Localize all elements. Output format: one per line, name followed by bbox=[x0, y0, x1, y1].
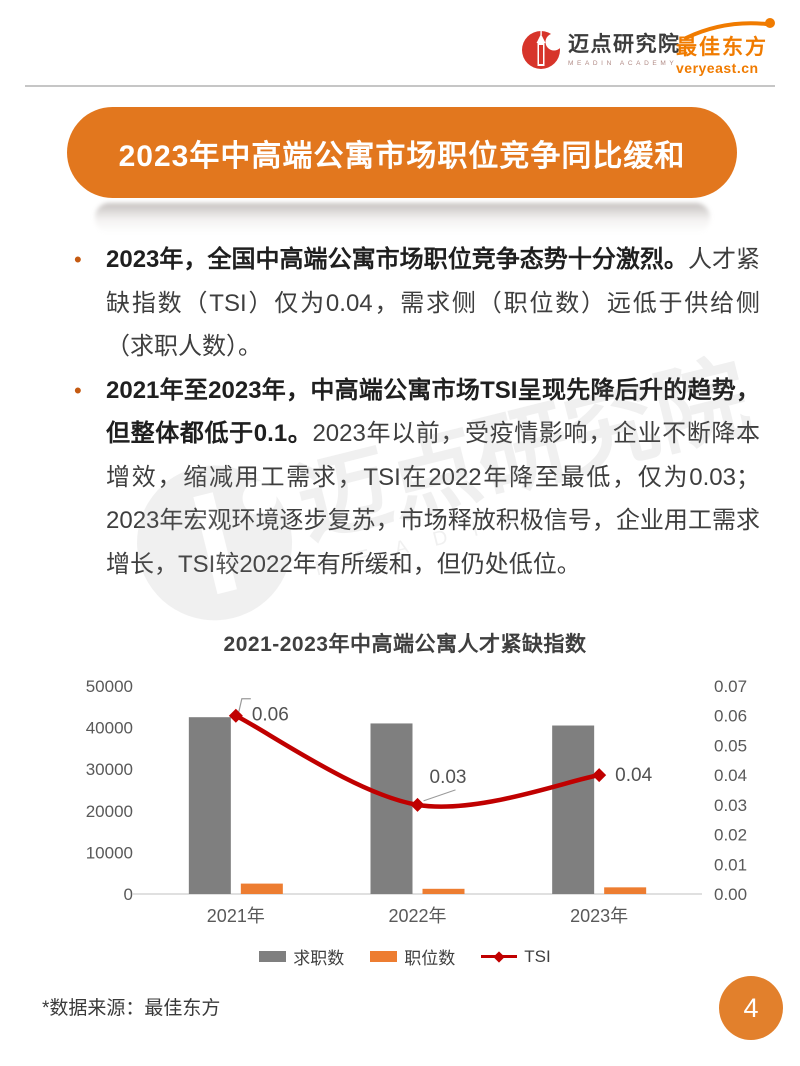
bar-求职数 bbox=[552, 725, 595, 894]
bullet-item: • 2023年，全国中高端公寓市场职位竞争态势十分激烈。人才紧缺指数（TSI）仅为… bbox=[70, 238, 760, 369]
left-axis-tick: 0 bbox=[124, 885, 133, 904]
header-divider bbox=[25, 85, 775, 87]
page-number: 4 bbox=[743, 992, 759, 1023]
bullet-list: • 2023年，全国中高端公寓市场职位竞争态势十分激烈。人才紧缺指数（TSI）仅为… bbox=[70, 238, 760, 586]
right-axis-tick: 0.07 bbox=[714, 677, 747, 696]
legend-item-jobseekers: 求职数 bbox=[259, 944, 344, 969]
right-axis-tick: 0.06 bbox=[714, 707, 747, 726]
right-axis-tick: 0.05 bbox=[714, 736, 747, 755]
tsi-data-label: 0.03 bbox=[430, 767, 467, 788]
bar-求职数 bbox=[370, 723, 413, 894]
right-axis-tick: 0.04 bbox=[714, 766, 747, 785]
left-axis-tick: 20000 bbox=[86, 802, 133, 821]
x-axis-label: 2022年 bbox=[388, 906, 446, 926]
legend-label: 职位数 bbox=[404, 949, 456, 968]
bar-职位数 bbox=[422, 888, 465, 894]
chart-legend: 求职数 职位数 TSI bbox=[50, 944, 760, 969]
positions-swatch-icon bbox=[370, 951, 398, 962]
tsi-chart: 2021-2023年中高端公寓人才紧缺指数 0 10000 20000 30000 40… bbox=[50, 628, 760, 969]
veryeast-logo: 最佳东方 veryeast.cn bbox=[676, 18, 781, 76]
meadin-logo: 迈点研究院 MEADIN ACADEMY bbox=[521, 29, 681, 76]
bar-职位数 bbox=[240, 883, 283, 894]
right-axis-tick: 0.01 bbox=[714, 855, 747, 874]
jobseekers-swatch-icon bbox=[259, 951, 287, 962]
chart-canvas: 0 10000 20000 30000 40000 50000 0.00 0.01 0.02 0.… bbox=[86, 677, 747, 926]
left-axis-tick: 40000 bbox=[86, 719, 133, 738]
right-axis-tick: 0.00 bbox=[714, 885, 747, 904]
left-axis-tick: 10000 bbox=[86, 843, 133, 862]
page-title: 2023年中高端公寓市场职位竞争同比缓和 bbox=[118, 139, 686, 173]
bullet-item: • 2021年至2023年，中高端公寓市场TSI呈现先降后升的趋势，但整体都低于0… bbox=[70, 369, 760, 587]
bar-职位数 bbox=[604, 887, 647, 894]
legend-item-positions: 职位数 bbox=[370, 944, 455, 969]
left-axis-tick: 30000 bbox=[86, 760, 133, 779]
tsi-line-swatch-icon bbox=[481, 950, 518, 963]
title-banner: 2023年中高端公寓市场职位竞争同比缓和 bbox=[67, 107, 737, 198]
chart-title: 2021-2023年中高端公寓人才紧缺指数 bbox=[223, 633, 587, 656]
data-source-note: *数据来源：最佳东方 bbox=[42, 998, 221, 1019]
veryeast-logo-text: 最佳东方 bbox=[676, 36, 768, 59]
legend-label: TSI bbox=[524, 946, 551, 966]
tsi-data-label: 0.06 bbox=[252, 705, 289, 726]
right-axis-tick: 0.02 bbox=[714, 826, 747, 845]
veryeast-logo-subtext: veryeast.cn bbox=[676, 60, 759, 76]
left-axis-tick: 50000 bbox=[86, 677, 133, 696]
page-number-badge: 4 bbox=[719, 976, 783, 1040]
banner-reflection bbox=[95, 203, 710, 233]
legend-item-tsi: TSI bbox=[481, 946, 551, 967]
label-leader bbox=[238, 698, 251, 712]
legend-label: 求职数 bbox=[293, 949, 345, 968]
right-axis-tick: 0.03 bbox=[714, 796, 747, 815]
bullet-regular-text: 人才紧缺指数（TSI）仅为0.04，需求侧（职位数）远低于供给侧（求职人数）。 bbox=[106, 246, 761, 360]
label-leader bbox=[423, 789, 456, 802]
bullet-bold-text: 2021年至2023年，中高端公寓市场TSI呈现先降后升的趋势，但整体都低于0.… bbox=[106, 376, 760, 448]
meadin-tower-icon bbox=[521, 29, 563, 76]
tsi-data-label: 0.04 bbox=[615, 765, 652, 786]
tsi-marker bbox=[228, 708, 243, 723]
bullet-regular-text: 2023年以前，受疫情影响，企业不断降本增效，缩减用工需求，TSI在2022年降… bbox=[106, 420, 760, 578]
meadin-logo-text: 迈点研究院 bbox=[568, 33, 681, 56]
x-axis-label: 2021年 bbox=[207, 906, 265, 926]
tsi-marker bbox=[410, 797, 425, 812]
tsi-marker bbox=[592, 768, 607, 783]
x-axis-label: 2023年 bbox=[570, 906, 628, 926]
bullet-dot-icon: • bbox=[74, 377, 82, 403]
bullet-bold-text: 2023年，全国中高端公寓市场职位竞争态势十分激烈。 bbox=[106, 246, 688, 273]
bar-求职数 bbox=[188, 717, 231, 894]
bullet-dot-icon: • bbox=[74, 247, 82, 272]
meadin-logo-subtext: MEADIN ACADEMY bbox=[568, 60, 678, 67]
tsi-line bbox=[234, 713, 600, 809]
